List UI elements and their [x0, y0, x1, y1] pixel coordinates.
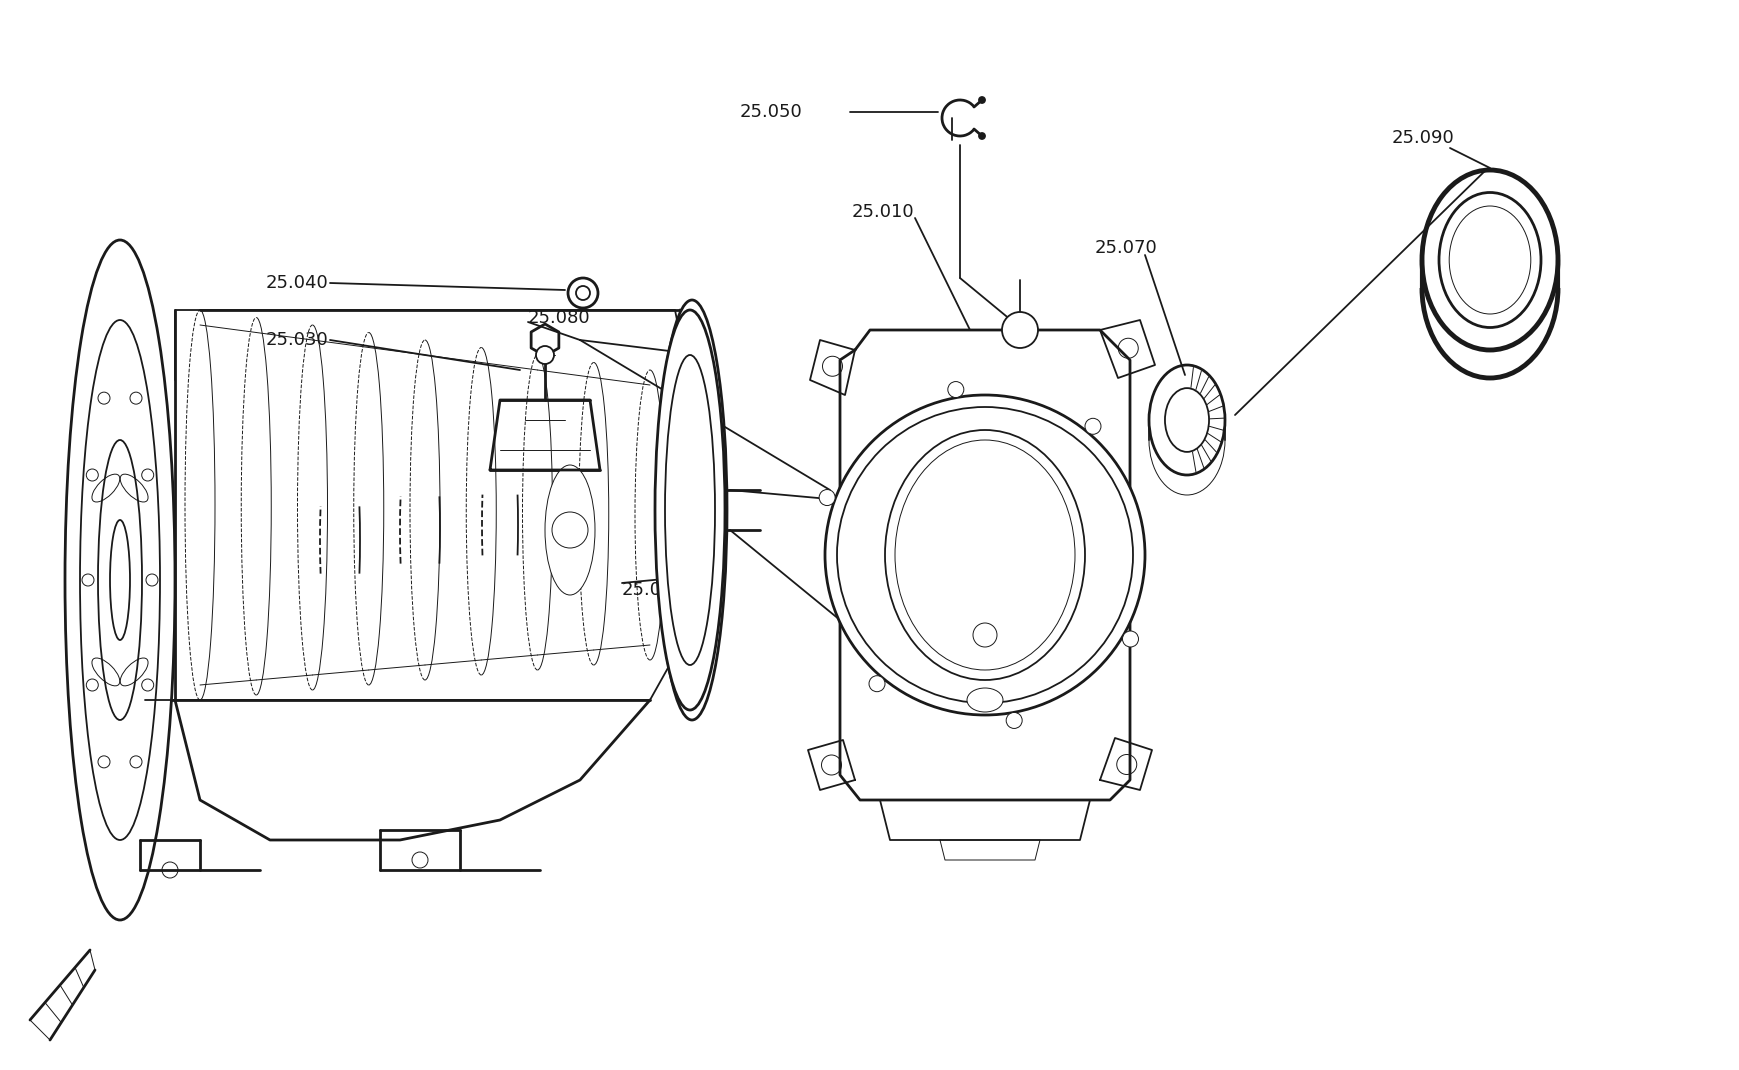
Circle shape	[819, 490, 835, 505]
Circle shape	[1085, 418, 1101, 434]
Text: 25.030: 25.030	[264, 331, 329, 349]
Text: 25.090: 25.090	[1391, 129, 1454, 147]
Polygon shape	[880, 800, 1089, 840]
Ellipse shape	[967, 688, 1002, 712]
Circle shape	[536, 346, 553, 364]
Circle shape	[979, 97, 984, 103]
Ellipse shape	[885, 430, 1085, 681]
Text: 25.010: 25.010	[852, 203, 915, 221]
Text: 25.050: 25.050	[739, 103, 802, 121]
Circle shape	[1122, 631, 1137, 647]
Ellipse shape	[64, 240, 176, 920]
Polygon shape	[1099, 320, 1155, 378]
Circle shape	[972, 623, 996, 647]
Circle shape	[703, 570, 713, 580]
Circle shape	[1002, 312, 1038, 348]
Circle shape	[868, 675, 885, 691]
Polygon shape	[810, 340, 854, 395]
Ellipse shape	[544, 465, 595, 595]
Circle shape	[1005, 713, 1021, 729]
Text: 25.040: 25.040	[264, 274, 329, 292]
Ellipse shape	[654, 310, 725, 710]
Polygon shape	[840, 330, 1129, 800]
Text: 25.080: 25.080	[621, 581, 683, 599]
Polygon shape	[1099, 738, 1151, 790]
Circle shape	[699, 352, 710, 362]
Circle shape	[948, 382, 963, 398]
Text: 25.070: 25.070	[1094, 239, 1156, 257]
Text: 25.080: 25.080	[527, 309, 590, 327]
Polygon shape	[807, 740, 854, 790]
Polygon shape	[530, 324, 558, 356]
Ellipse shape	[657, 300, 727, 720]
Circle shape	[824, 395, 1144, 715]
Polygon shape	[490, 400, 600, 470]
Circle shape	[979, 133, 984, 139]
